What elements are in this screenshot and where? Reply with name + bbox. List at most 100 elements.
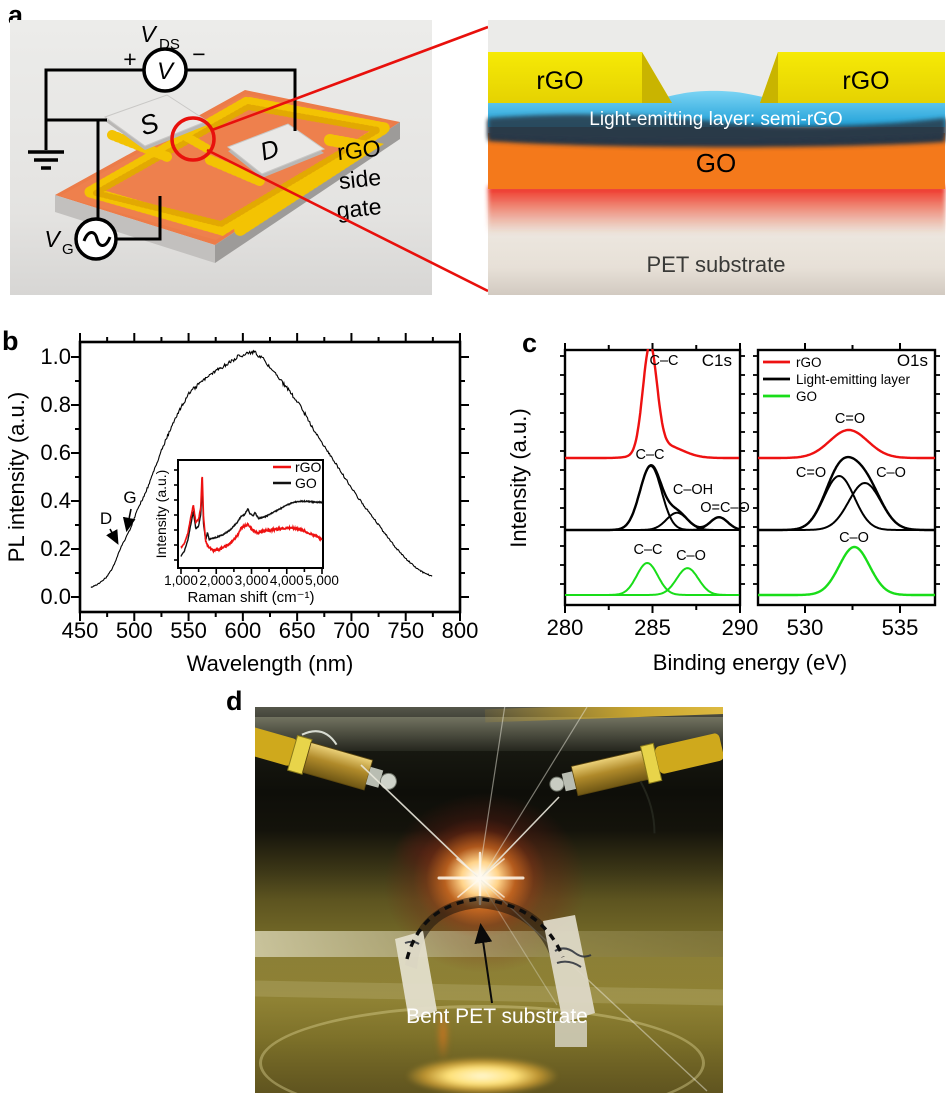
left-rgo-electrode bbox=[488, 52, 672, 103]
zoom-line-bottom bbox=[206, 148, 489, 293]
y-axis-title: Intensity (a.u.) bbox=[506, 408, 531, 547]
c1s-lel-oco-label: O=C–O bbox=[700, 500, 750, 516]
drain-electrode bbox=[227, 123, 326, 178]
xps-component-GO-0 bbox=[565, 561, 740, 596]
substrate-left-edge bbox=[55, 195, 215, 263]
xps-curve-Light-emitting layer bbox=[758, 455, 935, 532]
x-tick-label: 700 bbox=[333, 618, 370, 643]
photo-annotation: Bent PET substrate bbox=[406, 1005, 588, 1028]
svg-text:rGO: rGO bbox=[336, 135, 382, 165]
pl-spectrum-chart: 450 500 550 600 650 700 750 800 0.0 0.2 0.4 0.6 0.8 1… bbox=[4, 333, 478, 676]
xps-component-Light-emitting layer-0 bbox=[758, 474, 935, 531]
left-electrode-bevel bbox=[642, 52, 672, 103]
x-tick-label: 285 bbox=[634, 615, 671, 640]
annotation-g-arrow bbox=[122, 508, 136, 533]
source-electrode bbox=[103, 94, 209, 150]
right-tape-base bbox=[555, 1021, 587, 1047]
inset-x-tick-label: 5,000 bbox=[305, 573, 339, 588]
device-photo: Bent PET substrate bbox=[255, 707, 723, 1093]
o1s-lel-co2-label: C–O bbox=[876, 465, 906, 481]
plus-sign: + bbox=[123, 46, 136, 72]
inset-x-title: Raman shift (cm⁻¹) bbox=[187, 589, 314, 606]
xps-curve-GO bbox=[758, 545, 935, 597]
c1s-go-cc-label: C–C bbox=[633, 542, 662, 558]
plot-dynamic-content: 450 500 550 600 650 700 750 800 0.0 0.2 0.4 0.6 0.8 1… bbox=[40, 333, 478, 643]
panel-c-label: c bbox=[522, 328, 538, 358]
inset-y-title: Intensity (a.u.) bbox=[153, 470, 169, 559]
panel-b-label: b bbox=[2, 326, 19, 356]
photo-overlay: Bent PET substrate bbox=[255, 707, 723, 1092]
x-tick-label: 550 bbox=[170, 618, 207, 643]
y-tick-label: 0.8 bbox=[40, 392, 71, 417]
x-tick-label: 600 bbox=[224, 618, 261, 643]
o1s-rgo-co-label: C=O bbox=[835, 411, 865, 427]
x-tick-label: 535 bbox=[882, 615, 919, 640]
c1s-go-co-label: C–O bbox=[676, 548, 706, 564]
x-tick-label: 290 bbox=[722, 615, 759, 640]
probe-neck bbox=[561, 771, 577, 792]
zoom-circle bbox=[170, 116, 216, 162]
x-axis-title: Binding energy (eV) bbox=[653, 650, 847, 675]
pet-label: PET substrate bbox=[647, 252, 786, 277]
legend-rgo: rGO bbox=[796, 355, 822, 370]
raman-inset-dynamic: 1,000 2,000 3,000 4,000 5,000 bbox=[164, 469, 339, 588]
y-tick-label: 0.0 bbox=[40, 584, 71, 609]
legend-rgo: rGO bbox=[295, 459, 322, 475]
svg-text:side: side bbox=[338, 164, 383, 194]
y-tick-label: 0.2 bbox=[40, 536, 71, 561]
xps-component-GO-1 bbox=[565, 567, 740, 596]
right-tape bbox=[543, 915, 595, 1023]
o1s-go-co-label: C–O bbox=[839, 530, 869, 546]
left-rgo-label: rGO bbox=[536, 67, 583, 95]
annotation-d: D bbox=[100, 509, 112, 528]
c1s-rgo-cc-label: C–C bbox=[649, 353, 678, 369]
x-axis-title: Wavelength (nm) bbox=[187, 651, 354, 676]
pl-curve bbox=[90, 349, 433, 588]
probe-body bbox=[302, 742, 374, 791]
right-electrode-bevel bbox=[760, 52, 778, 103]
x-tick-label: 530 bbox=[787, 615, 824, 640]
c1s-tag: C1s bbox=[702, 351, 732, 370]
voltmeter-circle bbox=[142, 47, 188, 93]
right-probe bbox=[549, 733, 723, 834]
x-tick-label: 500 bbox=[116, 618, 153, 643]
minus-sign: − bbox=[192, 41, 205, 67]
probe-cable bbox=[655, 733, 723, 774]
sine-wave-icon bbox=[82, 231, 112, 247]
xps-curve-Light-emitting layer bbox=[565, 463, 740, 532]
voltmeter-label: V bbox=[157, 58, 175, 85]
legend-go: GO bbox=[796, 389, 817, 404]
inset-x-tick-label: 1,000 bbox=[164, 573, 198, 588]
legend-go: GO bbox=[295, 475, 317, 491]
bend-annotation-arc bbox=[405, 897, 565, 960]
x-tick-label: 800 bbox=[442, 618, 479, 643]
xps-curve-rGO bbox=[758, 428, 935, 460]
probe-body bbox=[570, 749, 649, 797]
left-probe bbox=[255, 722, 397, 791]
xps-component-Light-emitting layer-1 bbox=[758, 481, 935, 531]
xps-spectra-chart: 280 285 290 530 535 C1s O1s C–C C–C C–OH O=C… bbox=[506, 343, 940, 675]
annotation-arrow bbox=[474, 923, 493, 1004]
probe-hanging-wire bbox=[639, 780, 656, 834]
red-emission-glow bbox=[488, 186, 945, 234]
xps-curve-rGO bbox=[565, 349, 740, 460]
x-tick-label: 650 bbox=[279, 618, 316, 643]
zoom-line-top bbox=[211, 25, 489, 132]
probe-cable bbox=[255, 722, 298, 766]
right-rgo-label: rGO bbox=[842, 67, 889, 95]
annotation-g: G bbox=[123, 488, 136, 507]
annotation-d-arrow bbox=[106, 528, 119, 545]
inset-x-tick-label: 3,000 bbox=[235, 573, 269, 588]
vds-label: V bbox=[140, 21, 158, 47]
vg-label: V bbox=[44, 226, 62, 252]
c1s-lel-coh-label: C–OH bbox=[673, 482, 713, 498]
y-axis-title: PL intensity (a.u.) bbox=[4, 392, 29, 562]
inset-x-tick-label: 4,000 bbox=[270, 573, 304, 588]
circuit-wires bbox=[44, 68, 297, 241]
light-layer-label: Light-emitting layer: semi-rGO bbox=[589, 109, 842, 130]
c1s-lel-cc-label: C–C bbox=[635, 447, 664, 463]
x-tick-label: 280 bbox=[547, 615, 584, 640]
rgo-lattice-pattern bbox=[75, 96, 400, 236]
vds-subscript: DS bbox=[159, 36, 180, 53]
